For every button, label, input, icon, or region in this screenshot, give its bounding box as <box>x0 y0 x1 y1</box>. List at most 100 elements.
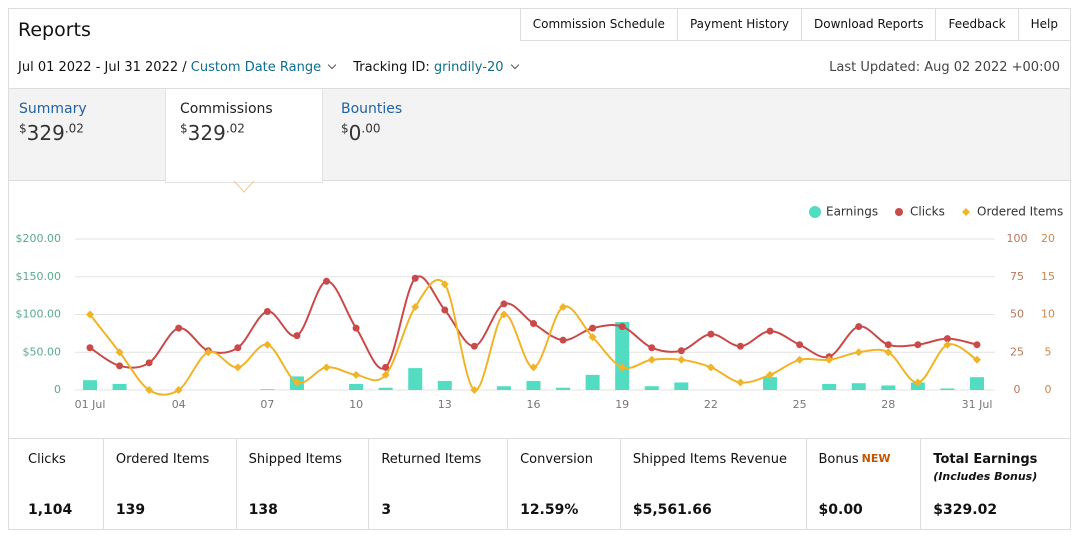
point <box>648 344 656 352</box>
tab[interactable]: Commissions $329.02 <box>165 89 323 183</box>
date-range-link[interactable]: Custom Date Range <box>190 60 322 75</box>
tick-label: $100.00 <box>16 308 62 321</box>
bar <box>112 383 127 390</box>
bar <box>526 380 541 390</box>
point <box>913 378 922 387</box>
point <box>736 342 744 350</box>
nav-button[interactable]: Feedback <box>935 9 1018 41</box>
chevron <box>327 60 337 70</box>
stat-cell: Bonus NEW $0.00 <box>805 439 921 530</box>
new-badge: NEW <box>861 452 891 465</box>
stat-value: 1,104 <box>28 502 73 518</box>
point <box>559 336 567 344</box>
bar <box>881 385 896 390</box>
tab-pointer <box>233 180 255 193</box>
point <box>86 344 94 352</box>
tab-label: Summary <box>19 101 87 117</box>
nav-button[interactable]: Help <box>1017 9 1070 41</box>
bar <box>970 377 984 390</box>
point <box>470 342 478 350</box>
tab[interactable]: Summary $329.02 <box>9 89 169 179</box>
chevron <box>510 60 519 70</box>
point <box>116 362 124 370</box>
point <box>499 310 508 319</box>
point <box>973 355 981 364</box>
nav-button[interactable]: Payment History <box>676 9 801 41</box>
amount-whole: 329 <box>187 121 226 145</box>
tick-label: 10 <box>1041 308 1055 321</box>
point <box>914 341 922 349</box>
tracking-id[interactable]: grindily-20 <box>433 60 504 75</box>
point <box>559 302 568 311</box>
x-tick-label: 31 Jul <box>962 398 993 411</box>
tracking-label: Tracking ID: <box>353 60 430 75</box>
point <box>677 347 685 355</box>
bar <box>585 374 600 390</box>
bar <box>408 368 423 390</box>
x-tick-label: 16 <box>527 398 541 411</box>
tick-label: 20 <box>1041 232 1055 245</box>
page-title: Reports <box>18 19 91 41</box>
point <box>588 333 597 342</box>
bar <box>615 322 630 390</box>
point <box>322 363 331 372</box>
tab-label: Commissions <box>180 101 273 117</box>
point <box>647 355 656 364</box>
nav-button[interactable]: Commission Schedule <box>519 9 677 41</box>
stat-value: $5,561.66 <box>632 502 712 518</box>
point <box>352 370 361 379</box>
tab[interactable]: Bounties $0.00 <box>331 89 491 179</box>
tab-amount: $329.02 <box>180 121 322 145</box>
date-range: Jul 01 2022 - Jul 31 2022 / <box>18 60 187 75</box>
point <box>618 363 627 372</box>
point <box>86 310 94 319</box>
legend-swatch <box>895 208 903 216</box>
point <box>263 340 272 349</box>
amount-whole: 329 <box>26 121 65 145</box>
point <box>854 348 863 357</box>
x-tick-label: 13 <box>438 398 452 411</box>
point <box>943 335 951 343</box>
point <box>115 348 124 357</box>
bar <box>940 388 955 390</box>
point <box>145 359 153 367</box>
bar <box>763 377 778 390</box>
point <box>530 320 537 328</box>
point <box>825 355 834 364</box>
stat-label: Clicks <box>28 452 66 467</box>
currency: $ <box>180 121 188 136</box>
legend-swatch <box>809 206 821 218</box>
reports-panel: Reports Commission Schedule Payment Histo… <box>8 8 1071 530</box>
stat-label: Total Earnings <box>933 452 1038 467</box>
point <box>884 341 892 349</box>
point <box>529 363 538 372</box>
point <box>589 324 597 332</box>
point <box>618 323 626 331</box>
point <box>796 341 804 349</box>
stat-value: $329.02 <box>933 502 998 518</box>
point <box>293 332 301 340</box>
tick-label: 75 <box>1010 270 1024 283</box>
x-tick-label: 04 <box>172 398 186 411</box>
x-tick-label: 22 <box>704 398 718 411</box>
stat-cell: Total Earnings (Includes Bonus) $329.02 <box>920 439 1070 530</box>
tick-label: 100 <box>1007 232 1028 245</box>
currency: $ <box>341 121 349 136</box>
legend-label: Earnings <box>826 205 878 219</box>
last-updated: Last Updated: Aug 02 2022 +00:00 <box>829 60 1060 75</box>
point <box>411 302 420 311</box>
tick-label: 0 <box>1045 383 1052 396</box>
stat-label: Conversion <box>520 452 593 467</box>
point <box>234 344 242 352</box>
point <box>323 277 331 285</box>
nav-button[interactable]: Download Reports <box>800 9 936 41</box>
point <box>382 363 390 371</box>
bar <box>437 380 452 390</box>
tab-amount: $329.02 <box>19 121 169 145</box>
bar <box>851 383 866 390</box>
stat-label: Shipped Items <box>248 452 342 467</box>
x-tick-label: 10 <box>349 398 363 411</box>
bar <box>674 382 689 390</box>
tab-label: Bounties <box>341 101 403 117</box>
